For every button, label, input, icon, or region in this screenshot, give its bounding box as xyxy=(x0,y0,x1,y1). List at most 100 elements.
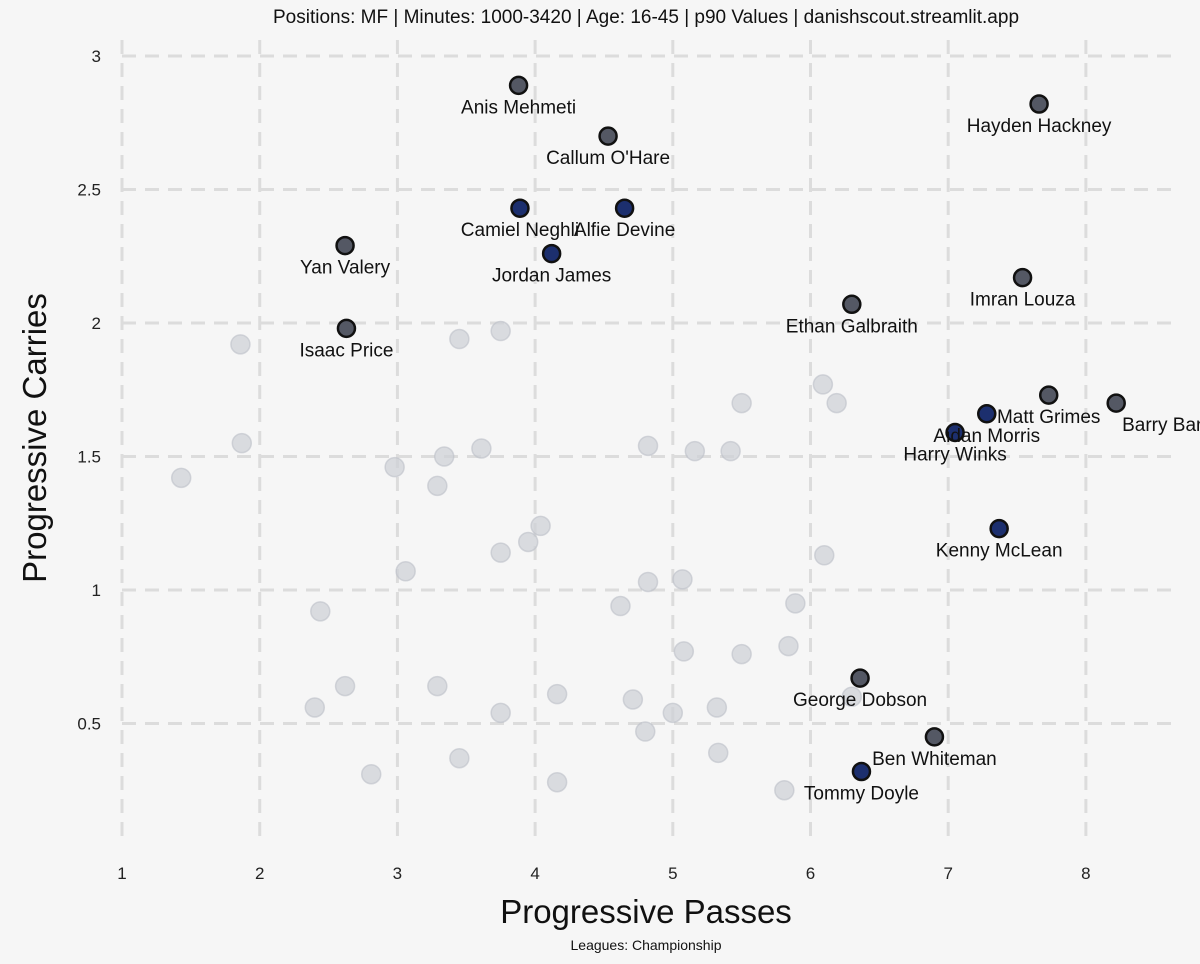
highlighted-point xyxy=(850,668,870,688)
player-label: Ethan Galbraith xyxy=(786,316,918,337)
background-point xyxy=(490,702,511,724)
player-label: Aidan Morris xyxy=(933,426,1040,447)
background-points xyxy=(170,320,863,801)
highlighted-point xyxy=(335,235,355,256)
background-point xyxy=(546,771,568,793)
highlighted-point xyxy=(851,761,872,782)
x-tick-label: 4 xyxy=(530,864,539,883)
highlighted-point xyxy=(977,404,997,424)
player-label: Alfie Devine xyxy=(574,220,675,241)
player-label: Imran Louza xyxy=(970,290,1076,311)
background-point xyxy=(517,531,539,553)
highlighted-point xyxy=(541,243,562,264)
background-point xyxy=(490,320,511,342)
background-point xyxy=(826,392,847,414)
background-point xyxy=(672,569,693,590)
highlighted-point xyxy=(1012,267,1033,288)
x-axis-title: Progressive Passes xyxy=(500,893,792,930)
background-point xyxy=(610,595,631,617)
player-label: Barry Bannan xyxy=(1122,415,1200,436)
highlighted-point xyxy=(945,422,965,443)
background-point xyxy=(427,475,448,497)
y-tick-label: 1 xyxy=(92,581,101,600)
player-label: Hayden Hackney xyxy=(967,116,1112,137)
background-point xyxy=(427,675,448,697)
player-label: Ben Whiteman xyxy=(872,749,997,770)
background-point xyxy=(530,515,551,537)
x-tick-label: 8 xyxy=(1081,864,1090,883)
background-point xyxy=(720,440,741,462)
highlighted-points xyxy=(335,75,1126,782)
background-point xyxy=(635,721,656,742)
background-point xyxy=(841,686,863,708)
player-label: George Dobson xyxy=(793,690,927,711)
background-point xyxy=(334,675,356,697)
background-point xyxy=(684,440,706,462)
background-point xyxy=(778,635,799,657)
player-label: Tommy Doyle xyxy=(804,784,919,805)
background-point xyxy=(360,763,382,785)
chart-caption: Leagues: Championship xyxy=(571,937,722,953)
highlighted-point xyxy=(510,198,530,218)
player-label: Isaac Price xyxy=(299,340,393,361)
x-tick-label: 2 xyxy=(255,864,264,883)
x-tick-label: 5 xyxy=(668,864,677,883)
player-label: Kenny McLean xyxy=(936,541,1063,562)
background-point xyxy=(707,742,729,764)
y-tick-label: 2 xyxy=(92,314,101,333)
background-point xyxy=(637,571,659,593)
background-point xyxy=(774,780,795,801)
background-point xyxy=(310,601,331,622)
player-label: Callum O'Hare xyxy=(546,148,670,169)
background-point xyxy=(304,697,326,718)
background-point xyxy=(384,456,405,478)
background-point xyxy=(449,747,470,769)
highlighted-point xyxy=(1038,385,1059,405)
background-point xyxy=(637,435,659,457)
background-point xyxy=(706,697,728,718)
y-axis-title: Progressive Carries xyxy=(16,293,53,583)
background-point xyxy=(662,702,684,724)
background-point xyxy=(731,392,752,414)
player-label: Anis Mehmeti xyxy=(461,97,576,118)
x-tick-label: 3 xyxy=(393,864,402,883)
chart-subtitle: Positions: MF | Minutes: 1000-3420 | Age… xyxy=(273,7,1019,28)
highlighted-point xyxy=(508,75,529,96)
tick-labels: 1 2 3 4 5 6 7 8 0.5 1 1.5 2 2.5 3 xyxy=(77,47,1090,883)
background-point xyxy=(814,545,835,566)
x-tick-label: 7 xyxy=(943,864,952,883)
background-point xyxy=(812,374,834,395)
highlighted-point xyxy=(1029,94,1049,114)
y-tick-label: 0.5 xyxy=(77,715,101,734)
highlighted-point xyxy=(614,198,635,218)
background-point xyxy=(449,328,470,350)
background-point xyxy=(731,643,752,665)
background-point xyxy=(230,334,251,355)
background-point xyxy=(785,593,806,614)
player-labels: Anis Mehmeti Callum O'Hare Hayden Hackney C… xyxy=(299,97,1200,804)
highlighted-point xyxy=(989,518,1009,539)
x-tick-label: 6 xyxy=(806,864,815,883)
background-point xyxy=(673,641,695,662)
highlighted-point xyxy=(336,318,357,339)
background-point xyxy=(231,432,253,454)
highlighted-point xyxy=(598,126,618,146)
highlighted-point xyxy=(1106,393,1126,413)
background-point xyxy=(170,467,192,489)
highlighted-point xyxy=(842,294,862,315)
background-point xyxy=(622,689,644,710)
player-label: Camiel Neghli xyxy=(461,220,579,241)
background-point xyxy=(471,438,492,459)
background-point xyxy=(490,542,511,563)
background-point xyxy=(546,683,568,705)
player-label: Matt Grimes xyxy=(997,407,1100,428)
highlighted-point xyxy=(924,727,945,747)
player-label: Harry Winks xyxy=(903,444,1006,465)
y-tick-label: 3 xyxy=(92,47,101,66)
background-point xyxy=(433,446,455,467)
x-tick-label: 1 xyxy=(117,864,126,883)
background-point xyxy=(395,561,416,582)
player-label: Yan Valery xyxy=(300,258,391,279)
